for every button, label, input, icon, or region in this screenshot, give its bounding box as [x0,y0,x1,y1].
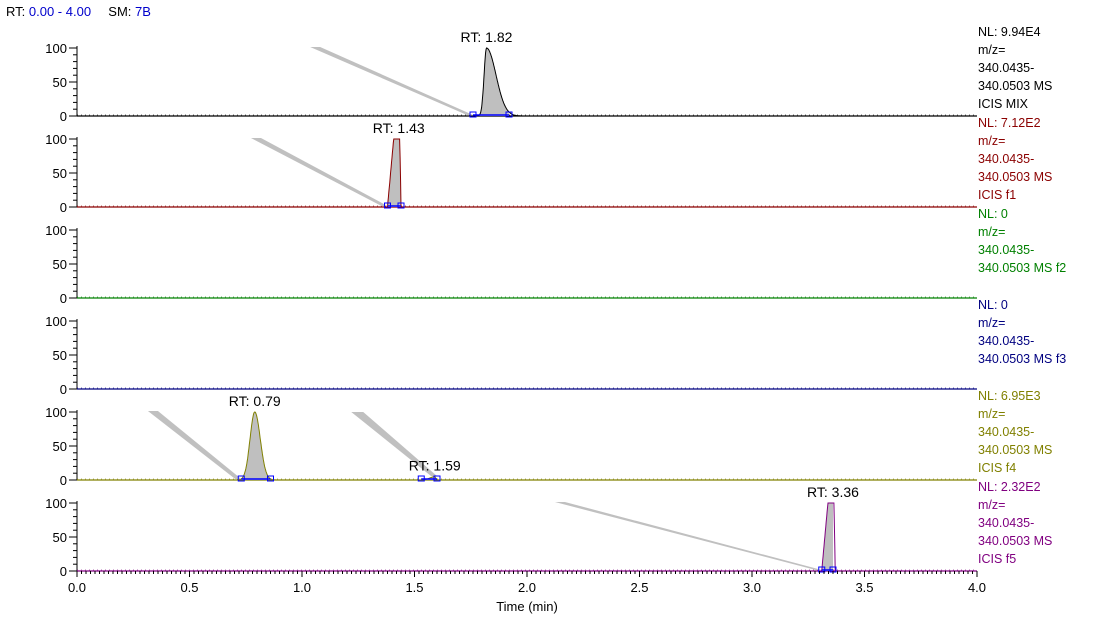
peak-area [387,139,401,207]
trace-filter-label: m/z= [978,43,1005,57]
trace-panel: 0 50 100 RT: 1.43 NL: 7.12E2 m/z= 340.0435- 340… [45,116,1052,215]
peak-rt-label: RT: 1.59 [409,458,461,474]
peak-area [241,412,271,480]
x-tick-label: 1.5 [405,580,423,595]
x-tick-label: 2.0 [518,580,536,595]
trace-filter-label: 340.0503 MS [978,170,1052,184]
y-tick-label: 100 [45,496,67,511]
y-tick-label: 50 [53,530,67,545]
peak-rt-label: RT: 1.82 [461,29,513,45]
x-tick-label: 2.5 [630,580,648,595]
normalization-level-label: NL: 6.95E3 [978,389,1041,403]
peak-leader [250,138,388,206]
y-tick-label: 100 [45,223,67,238]
trace-panel: 0 50 100 NL: 0 m/z= 340.0435- 340.0503 MS f2 [45,207,1066,306]
trace-panel: 0 50 100 RT: 0.79 RT: 1.59 NL: 6.95E3 m/z= 340.… [45,389,1052,488]
peak-outline [815,502,847,572]
peak-outline [234,411,284,481]
integration-start-marker [384,202,391,209]
trace-filter-label: 340.0435- [978,334,1034,348]
trace-filter-label: m/z= [978,225,1005,239]
integration-start-marker [237,475,245,482]
smoothing-label: SM: [108,4,132,19]
rt-range-value: 0.00 - 4.00 [28,4,92,19]
integration-start-marker [818,566,826,573]
trace-filter-label: 340.0435- [978,425,1034,439]
y-tick-label: 100 [45,132,67,147]
trace-filter-label: 340.0435- [978,243,1034,257]
x-axis-title: Time (min) [496,599,558,614]
y-tick-label: 50 [53,166,67,181]
peak-rt-label: RT: 3.36 [807,484,859,500]
integration-end-marker [433,475,441,482]
integration-start-marker [417,475,425,482]
normalization-level-label: NL: 0 [978,207,1008,221]
peak-rt-label: RT: 1.43 [373,120,425,136]
peak-area [821,503,833,571]
y-tick-label: 50 [53,257,67,272]
normalization-level-label: NL: 0 [978,298,1008,312]
y-tick-label: 50 [53,348,67,363]
trace-filter-label: m/z= [978,407,1005,421]
y-tick-label: 0 [60,473,67,488]
peak-leader [310,47,473,115]
integration-end-marker [505,111,513,118]
peak-leader [147,411,242,479]
trace-filter-label: ICIS f5 [978,552,1016,566]
y-tick-label: 0 [60,291,67,306]
trace-filter-label: 340.0503 MS f2 [978,261,1066,275]
x-tick-label: 4.0 [968,580,986,595]
peak-leader [351,412,437,476]
y-tick-label: 0 [60,109,67,124]
peak-outline [414,476,451,481]
y-tick-label: 0 [60,200,67,215]
x-tick-label: 0.5 [180,580,198,595]
trace-filter-label: m/z= [978,498,1005,512]
integration-end-marker [267,475,274,482]
trace-filter-label: 340.0435- [978,516,1034,530]
y-tick-label: 100 [45,405,67,420]
y-tick-label: 50 [53,75,67,90]
trace-filter-label: 340.0435- [978,61,1034,75]
rt-range-label: RT: [6,4,26,19]
chart-header: RT: 0.00 - 4.00 SM: 7B [6,4,151,19]
trace-filter-label: ICIS f1 [978,188,1016,202]
integration-end-marker [397,202,405,209]
y-tick-label: 0 [60,382,67,397]
trace-panel: 0 50 100 RT: 3.36 NL: 2.32E2 m/z= 340.0435- 340… [45,480,1052,579]
y-tick-label: 100 [45,41,67,56]
integration-start-marker [469,111,477,118]
trace-filter-label: 340.0503 MS f3 [978,352,1066,366]
smoothing-value: 7B [135,4,151,19]
trace-filter-label: 340.0503 MS [978,443,1052,457]
normalization-level-label: NL: 7.12E2 [978,116,1041,130]
trace-panel: 0 50 100 RT: 1.82 NL: 9.94E4 m/z= 340.0435- 340… [45,25,1052,124]
trace-filter-label: 340.0503 MS [978,79,1052,93]
x-tick-label: 3.0 [743,580,761,595]
x-tick-label: 0.0 [68,580,86,595]
peak-rt-label: RT: 0.79 [229,393,281,409]
y-tick-label: 50 [53,439,67,454]
trace-panel: 0 50 100 NL: 0 m/z= 340.0435- 340.0503 MS f3 [45,298,1066,397]
trace-filter-label: m/z= [978,316,1005,330]
x-tick-label: 1.0 [293,580,311,595]
trace-filter-label: 340.0503 MS [978,534,1052,548]
normalization-level-label: NL: 9.94E4 [978,25,1041,39]
trace-filter-label: m/z= [978,134,1005,148]
peak-leader [554,502,822,570]
y-tick-label: 0 [60,564,67,579]
trace-filter-label: 340.0435- [978,152,1034,166]
y-tick-label: 100 [45,314,67,329]
peak-area [473,48,509,116]
x-tick-label: 3.5 [855,580,873,595]
trace-filter-label: ICIS f4 [978,461,1016,475]
normalization-level-label: NL: 2.32E2 [978,480,1041,494]
peak-outline [380,138,415,208]
trace-filter-label: ICIS MIX [978,97,1029,111]
